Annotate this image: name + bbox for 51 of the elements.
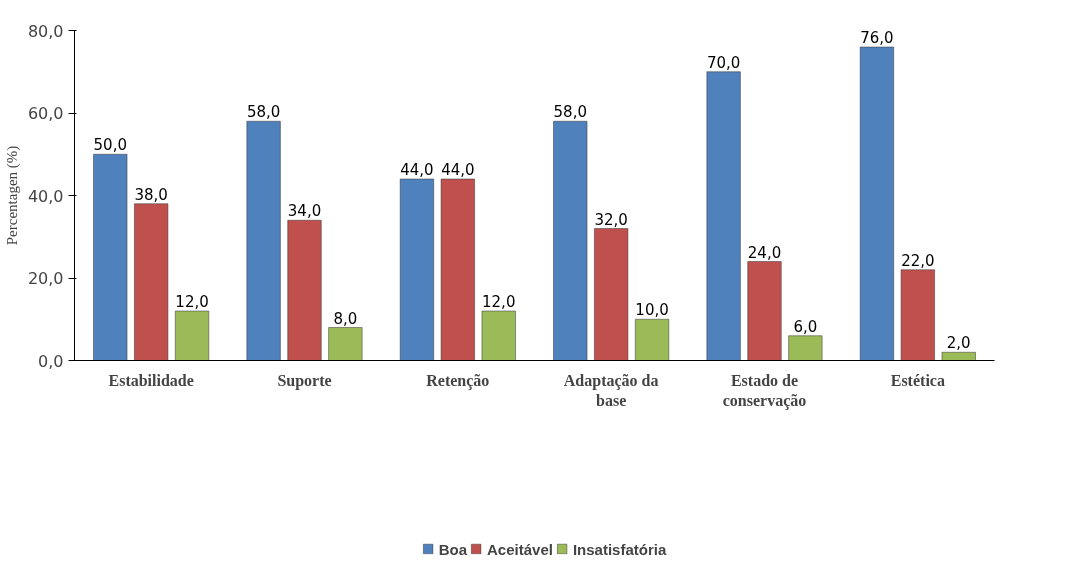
bar: [594, 228, 629, 361]
y-tick-label: 20,0: [27, 269, 64, 288]
bar: [399, 178, 434, 361]
data-label: 12,0: [482, 293, 516, 311]
data-label: 24,0: [747, 243, 782, 262]
data-label: 44,0: [441, 161, 475, 179]
data-label: 50,0: [93, 136, 127, 155]
y-tick-label: 0,0: [38, 351, 64, 371]
bar: [859, 46, 894, 361]
bar: [900, 269, 935, 361]
data-label: 58,0: [553, 103, 587, 122]
bar: [706, 71, 741, 361]
x-tick-label: Retenção: [426, 371, 490, 390]
bar: [93, 154, 128, 361]
y-tick-label: 80,0: [27, 21, 64, 41]
bar: [635, 319, 670, 361]
legend-label: Boa: [438, 540, 468, 557]
bar: [287, 220, 322, 361]
data-label: 58,0: [246, 103, 281, 122]
data-label: 6,0: [793, 317, 818, 336]
y-axis-title: Percentagen (%): [3, 145, 21, 246]
data-label: 76,0: [860, 29, 894, 47]
y-tick-label: 60,0: [27, 104, 64, 123]
data-label: 12,0: [175, 293, 209, 311]
data-label: 8,0: [333, 309, 358, 328]
data-label: 2,0: [946, 334, 971, 353]
x-tick-label: Estética: [890, 371, 945, 389]
bar: [941, 352, 976, 361]
legend-label: Insatisfatória: [572, 540, 667, 557]
bar: [440, 178, 475, 361]
legend-label: Aceitável: [487, 540, 553, 557]
data-label: 10,0: [635, 301, 669, 320]
data-label: 22,0: [901, 251, 935, 270]
data-label: 34,0: [287, 202, 322, 221]
y-tick-label: 40,0: [27, 186, 64, 206]
data-label: 44,0: [400, 161, 434, 179]
bar: [747, 261, 782, 361]
x-tick-label: Suporte: [277, 371, 332, 390]
bar: [134, 203, 169, 361]
bar: [328, 327, 363, 361]
x-tick-label: Adaptação da base: [563, 371, 659, 409]
data-label: 38,0: [134, 185, 168, 204]
x-tick-label: Estado de conservação: [722, 371, 807, 410]
bar: [788, 335, 823, 361]
data-label: 70,0: [706, 53, 741, 72]
data-label: 32,0: [594, 210, 628, 229]
bar: [553, 121, 588, 361]
x-tick-label: Estabilidade: [108, 371, 194, 389]
bar: [481, 310, 516, 361]
bar: [246, 121, 281, 361]
bar: [175, 310, 210, 361]
